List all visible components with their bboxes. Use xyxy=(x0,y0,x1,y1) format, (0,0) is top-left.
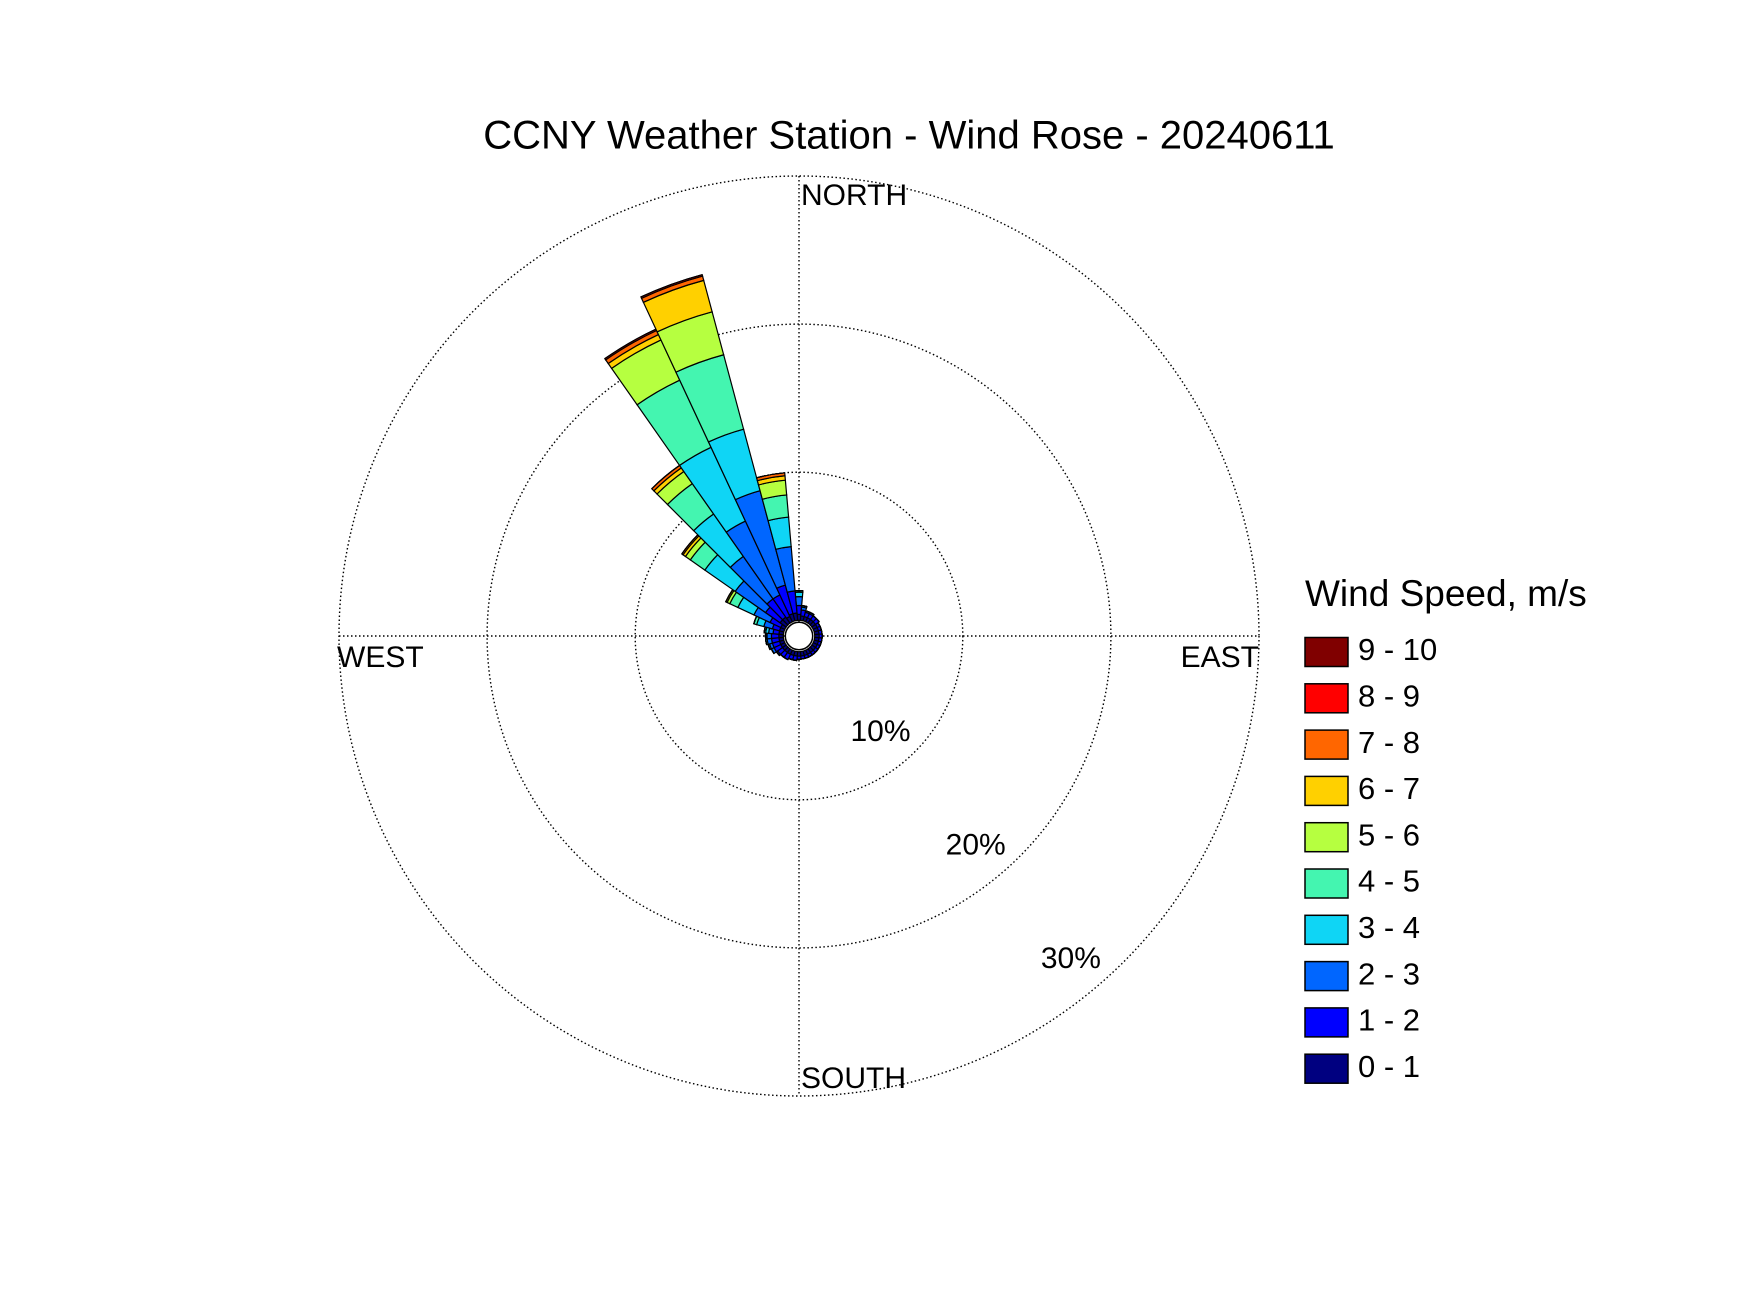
compass-label: NORTH xyxy=(801,179,907,212)
compass-label: SOUTH xyxy=(801,1062,906,1095)
legend-label: 6 - 7 xyxy=(1358,771,1420,806)
legend-swatch xyxy=(1304,960,1349,992)
wind-segment xyxy=(809,611,815,616)
legend-swatch xyxy=(1304,683,1349,714)
grid-ring xyxy=(634,471,964,801)
grid-ring xyxy=(486,323,1112,949)
legend-label: 4 - 5 xyxy=(1358,864,1420,899)
center-hole xyxy=(784,621,814,651)
wind-segment xyxy=(792,659,797,662)
legend-title: Wind Speed, m/s xyxy=(1305,573,1587,614)
legend-swatch xyxy=(1304,775,1349,807)
legend-swatch xyxy=(1304,636,1349,668)
wind-segment xyxy=(640,274,703,298)
wind-segment xyxy=(820,629,823,635)
legend-label: 7 - 8 xyxy=(1358,725,1420,760)
legend-swatch xyxy=(1304,1007,1349,1038)
compass-label: EAST xyxy=(1181,641,1259,674)
wind-segment xyxy=(820,637,823,643)
grid-ring xyxy=(338,175,1260,1097)
wind-segment xyxy=(794,591,804,598)
wind-segment xyxy=(800,657,806,660)
legend-swatch xyxy=(1304,729,1349,760)
legend-swatch xyxy=(1304,1053,1349,1084)
r-tick-label: 20% xyxy=(946,829,1006,862)
legend-swatch xyxy=(1304,914,1349,946)
legend-label: 8 - 9 xyxy=(1358,678,1420,713)
legend-label: 9 - 10 xyxy=(1358,632,1437,667)
chart-title: CCNY Weather Station - Wind Rose - 20240… xyxy=(483,114,1335,158)
legend-label: 3 - 4 xyxy=(1358,910,1420,945)
r-tick-label: 30% xyxy=(1041,942,1101,975)
legend-label: 1 - 2 xyxy=(1358,1003,1420,1038)
compass-label: WEST xyxy=(337,641,424,674)
legend-swatch xyxy=(1304,821,1349,853)
legend-label: 0 - 1 xyxy=(1358,1049,1420,1084)
legend-label: 5 - 6 xyxy=(1358,817,1420,852)
legend-swatch xyxy=(1304,868,1349,899)
r-tick-label: 10% xyxy=(850,715,910,748)
legend-label: 2 - 3 xyxy=(1358,956,1420,991)
